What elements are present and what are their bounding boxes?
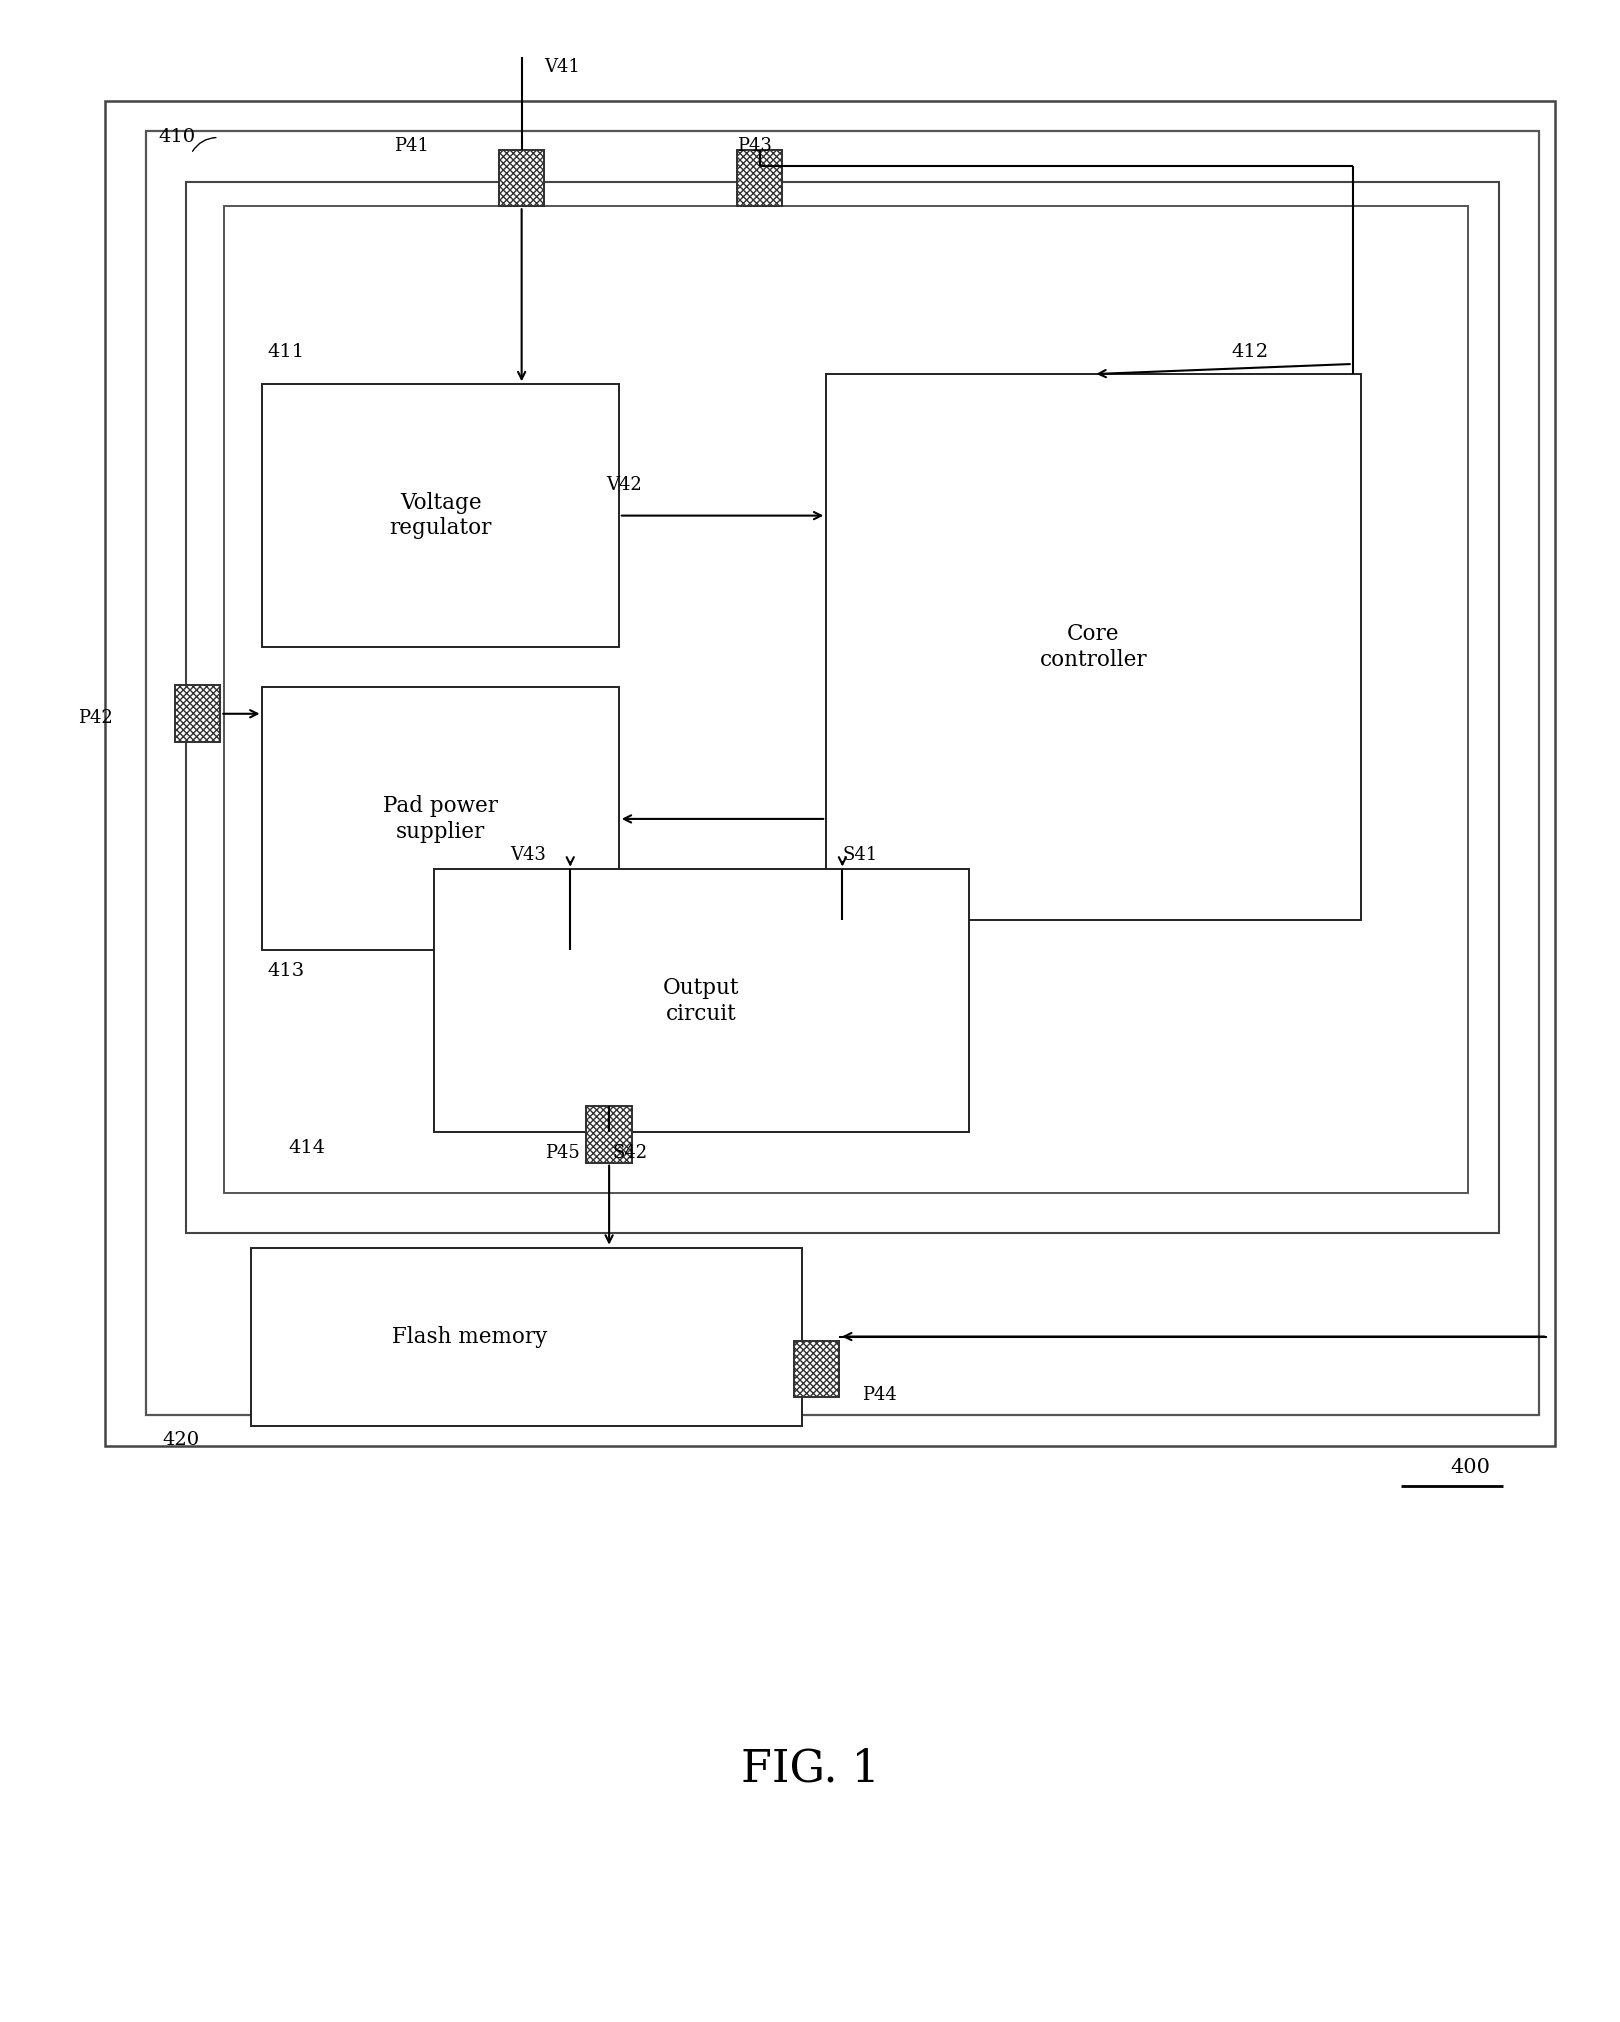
Text: 420: 420: [162, 1432, 199, 1448]
Text: 414: 414: [288, 1140, 326, 1157]
Text: 400: 400: [1450, 1458, 1490, 1478]
Text: S41: S41: [842, 847, 878, 863]
Text: P41: P41: [394, 137, 429, 154]
Bar: [105, 101, 1555, 1446]
Bar: [262, 687, 619, 950]
Bar: [146, 131, 1539, 1415]
Text: P44: P44: [862, 1387, 896, 1403]
Text: Voltage
regulator: Voltage regulator: [389, 491, 492, 540]
Text: 412: 412: [1231, 344, 1268, 360]
Bar: [175, 685, 220, 742]
Bar: [826, 374, 1361, 920]
Text: 411: 411: [267, 344, 305, 360]
Bar: [175, 685, 220, 742]
Bar: [251, 1248, 802, 1426]
Text: FIG. 1: FIG. 1: [740, 1747, 880, 1791]
Text: P42: P42: [78, 710, 112, 726]
Text: 413: 413: [267, 962, 305, 979]
Text: Output
circuit: Output circuit: [663, 977, 740, 1025]
Bar: [224, 206, 1468, 1193]
Text: V41: V41: [544, 59, 580, 75]
Bar: [737, 150, 782, 206]
Bar: [794, 1341, 839, 1397]
Text: P43: P43: [737, 137, 773, 154]
Text: Flash memory: Flash memory: [392, 1326, 548, 1347]
Bar: [794, 1341, 839, 1397]
Bar: [499, 150, 544, 206]
Text: S42: S42: [612, 1144, 648, 1161]
Text: V42: V42: [606, 477, 642, 493]
Text: V43: V43: [510, 847, 546, 863]
Bar: [434, 869, 969, 1132]
Bar: [737, 150, 782, 206]
Bar: [586, 1106, 632, 1163]
Text: Core
controller: Core controller: [1040, 623, 1147, 671]
Bar: [262, 384, 619, 647]
Text: Pad power
supplier: Pad power supplier: [384, 795, 497, 843]
Bar: [186, 182, 1498, 1233]
Bar: [586, 1106, 632, 1163]
Text: 410: 410: [159, 129, 196, 146]
Text: P45: P45: [546, 1144, 580, 1161]
Bar: [499, 150, 544, 206]
